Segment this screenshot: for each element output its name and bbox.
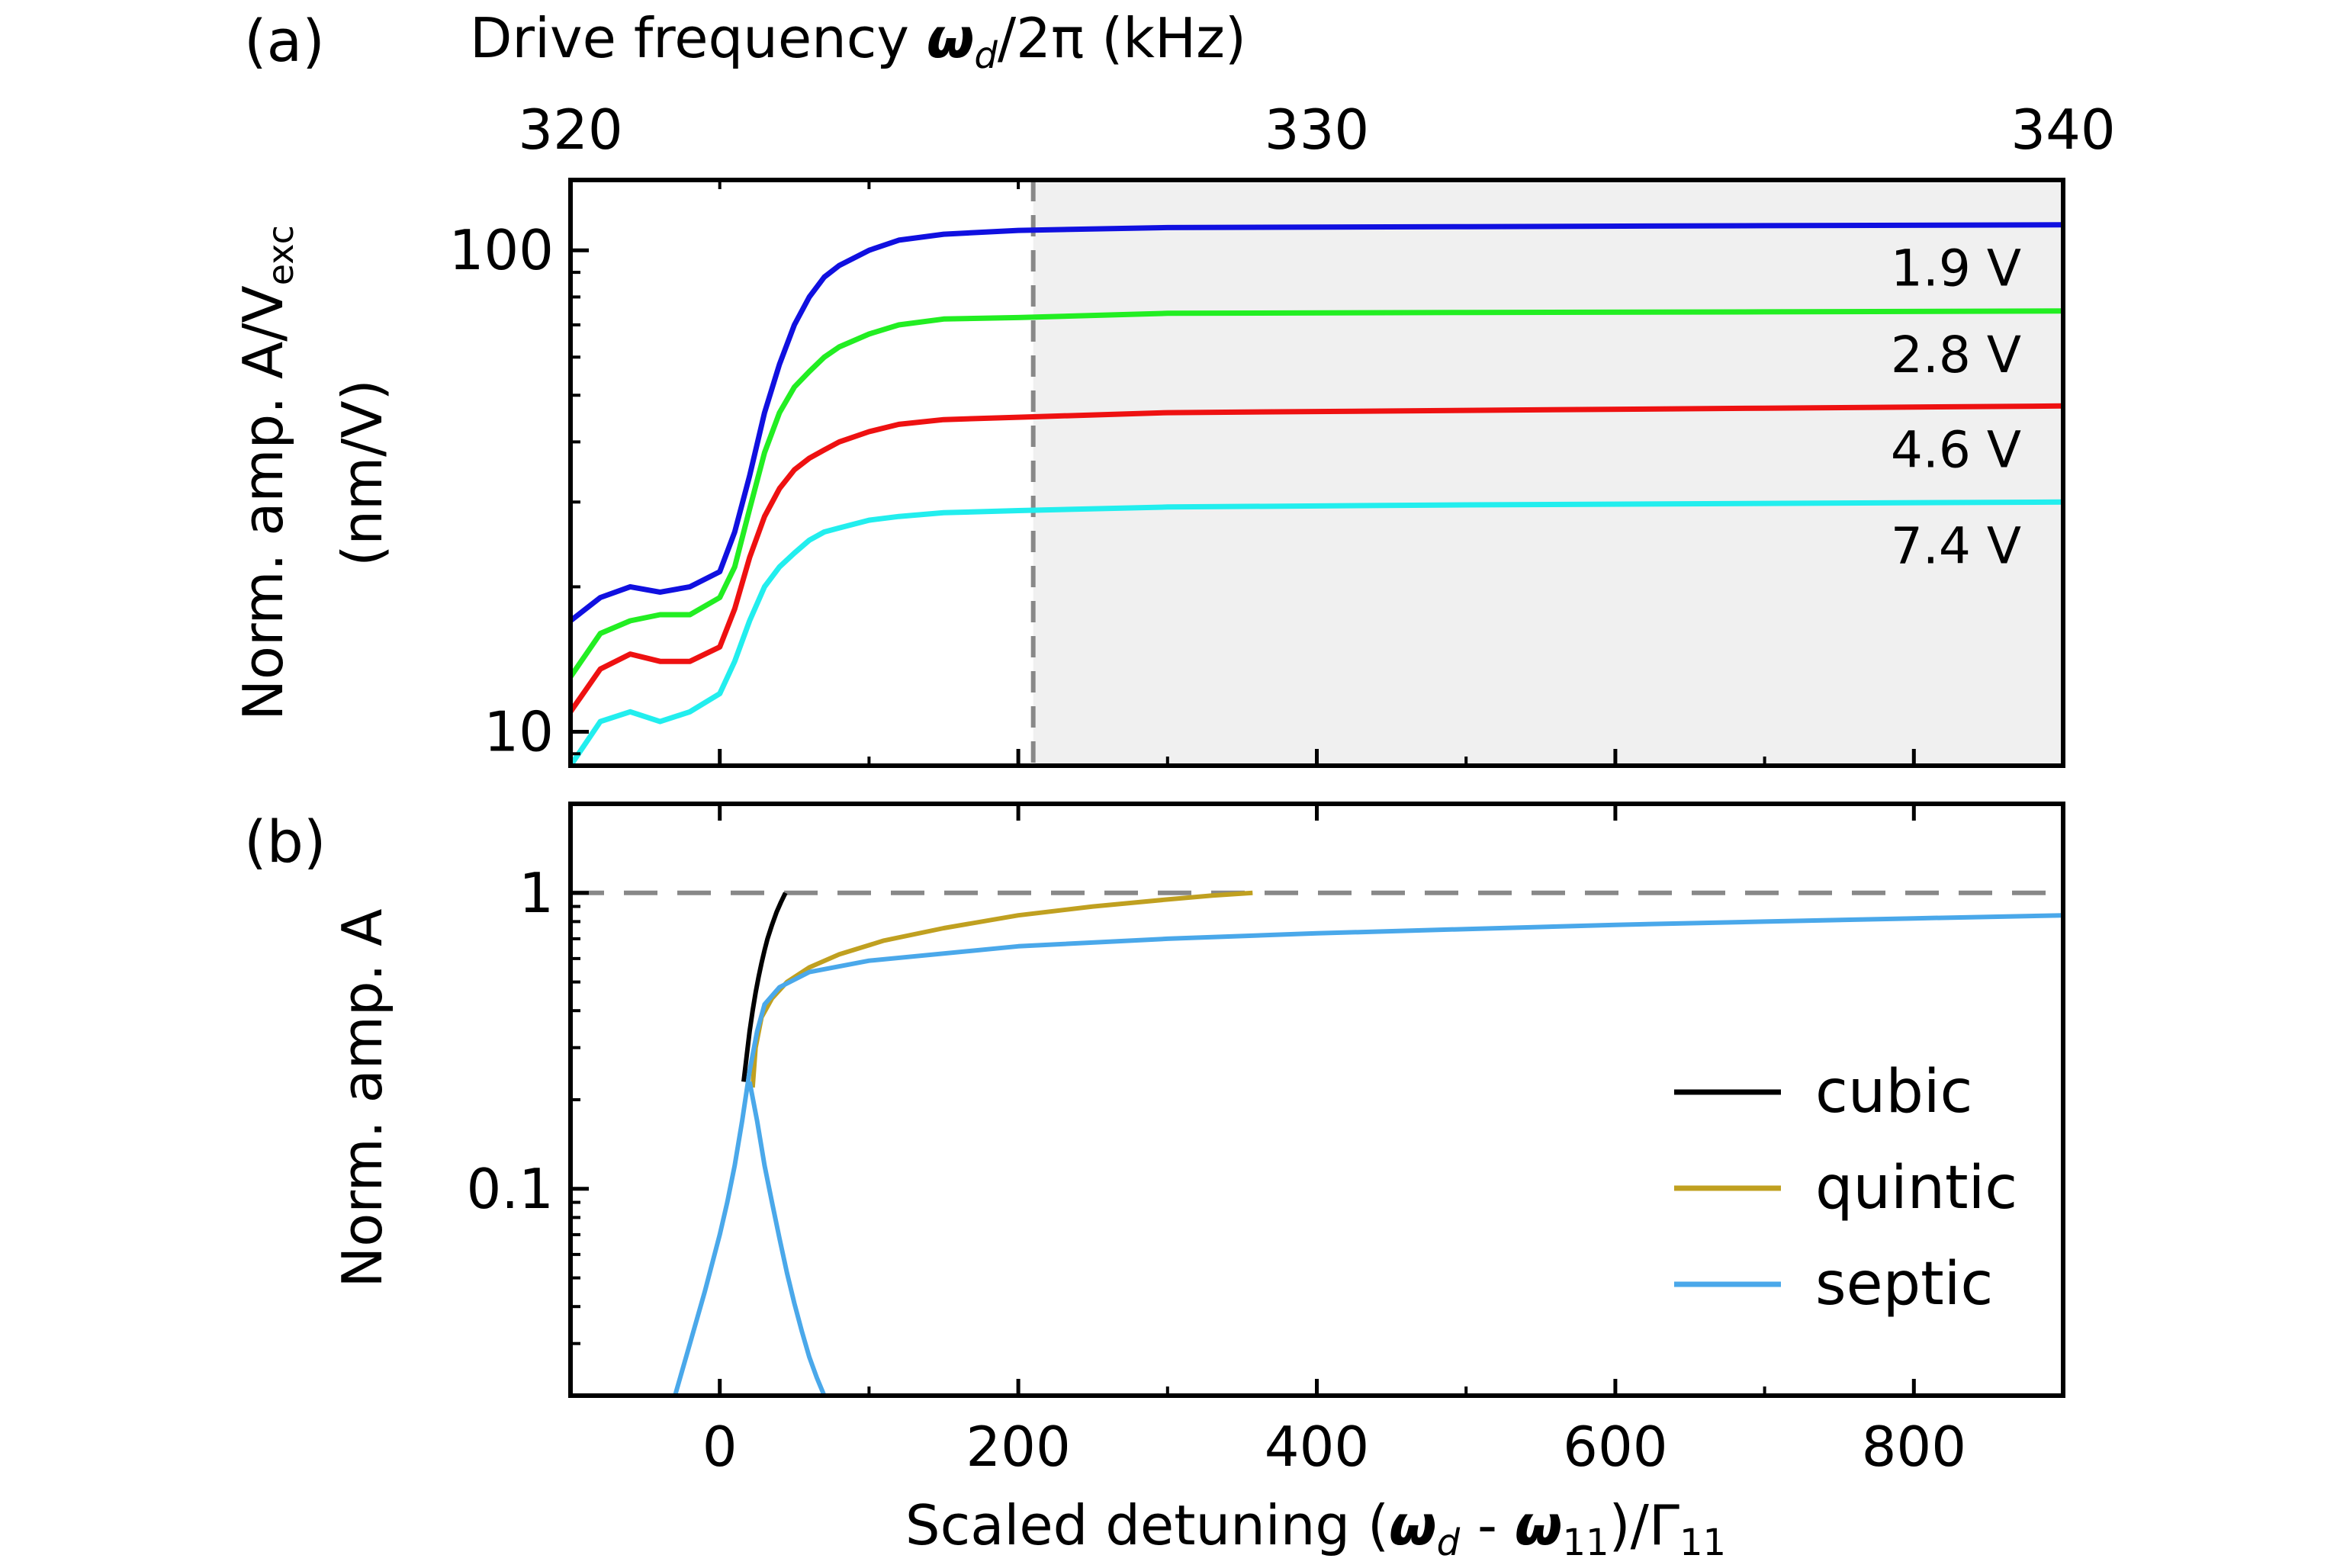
legend-label-cubic: cubic (1815, 1058, 1972, 1126)
panel-b-series-1 (750, 890, 1253, 1088)
panel-b-y-tick-label-1: 1 (519, 861, 554, 925)
panel-b-y-ticks: 0.11 (466, 861, 589, 1345)
top-axis-title: Drive frequency ωd/2π (kHz) (470, 6, 1246, 77)
panel-a-y-title-line1: Norm. amp. A/Vexc (231, 225, 301, 721)
panel-a-frame (568, 178, 2065, 768)
panel-a-series-2 (568, 403, 2064, 714)
panel-b-y-tick-label-0: 0.1 (466, 1157, 554, 1221)
top-tick-label-0: 320 (518, 98, 622, 162)
panel-a-y-title-line2: (nm/V) (330, 379, 394, 566)
top-tick-label-2: 340 (2011, 98, 2115, 162)
panel-b-y-title: Norm. amp. A (330, 908, 394, 1287)
top-axis-ticks: 320 330 340 (518, 98, 2116, 197)
panel-a-series-0 (568, 222, 2064, 623)
panel-a-y-ticks: 10 100 (449, 218, 589, 763)
panel-a-y-tick-label-0: 10 (484, 699, 554, 763)
shaded-region (1033, 180, 2063, 766)
panel-label-a: (a) (244, 7, 325, 75)
panel-a-series-3 (568, 499, 2064, 767)
top-tick-label-1: 330 (1265, 98, 1369, 162)
top-axis-title-omega: ω (927, 6, 975, 70)
top-axis-title-main: Drive frequency (470, 6, 927, 70)
legend-label-septic: septic (1815, 1250, 1993, 1319)
panel-b-x-tick-label-1: 200 (966, 1415, 1070, 1479)
legend-label-quintic: quintic (1815, 1154, 2017, 1223)
bottom-axis-title: Scaled detuning (ωd - ω11)/Γ11 (905, 1493, 1726, 1564)
panel-a-series-label-2: 4.6 V (1891, 420, 2021, 479)
panel-a-series-label-3: 7.4 V (1891, 516, 2021, 575)
panel-a-y-tick-label-1: 100 (449, 218, 554, 282)
panel-b-series-0 (741, 892, 788, 1082)
panel-b-x-tick-label-4: 800 (1862, 1415, 1966, 1479)
panel-a-series-label-0: 1.9 V (1891, 239, 2021, 298)
legend: cubic quintic septic (1674, 1058, 2017, 1319)
panel-a-series-1 (568, 308, 2064, 679)
panel-b-x-ticks: 0 200 400 600 800 (569, 804, 2065, 1479)
panel-b-x-tick-label-3: 600 (1563, 1415, 1667, 1479)
panel-b-curves (673, 890, 2064, 1397)
top-axis-title-tail: /2π (kHz) (998, 6, 1246, 70)
panel-b-x-tick-label-2: 400 (1265, 1415, 1369, 1479)
panel-b: (b) 0.11 0 200 400 600 800 cubicquinticsepti… (244, 802, 2065, 1564)
panel-a-curves (568, 222, 2064, 767)
panel-b-x-tick-label-0: 0 (702, 1415, 738, 1479)
panel-b-frame (568, 802, 2065, 1398)
panel-a-y-title: Norm. amp. A/Vexc (nm/V) (231, 225, 394, 721)
panel-b-series-2 (673, 913, 2064, 1396)
panel-b-series-3 (747, 1081, 827, 1397)
panel-label-b: (b) (244, 808, 326, 876)
panel-a: (a) Drive frequency ωd/2π (kHz) 320 330 34… (231, 6, 2116, 768)
panel-a-curve-labels: 1.9 V 2.8 V 4.6 V 7.4 V (1891, 239, 2021, 576)
panel-a-series-label-1: 2.8 V (1891, 326, 2021, 384)
top-axis-title-sub-d: d (974, 34, 998, 77)
